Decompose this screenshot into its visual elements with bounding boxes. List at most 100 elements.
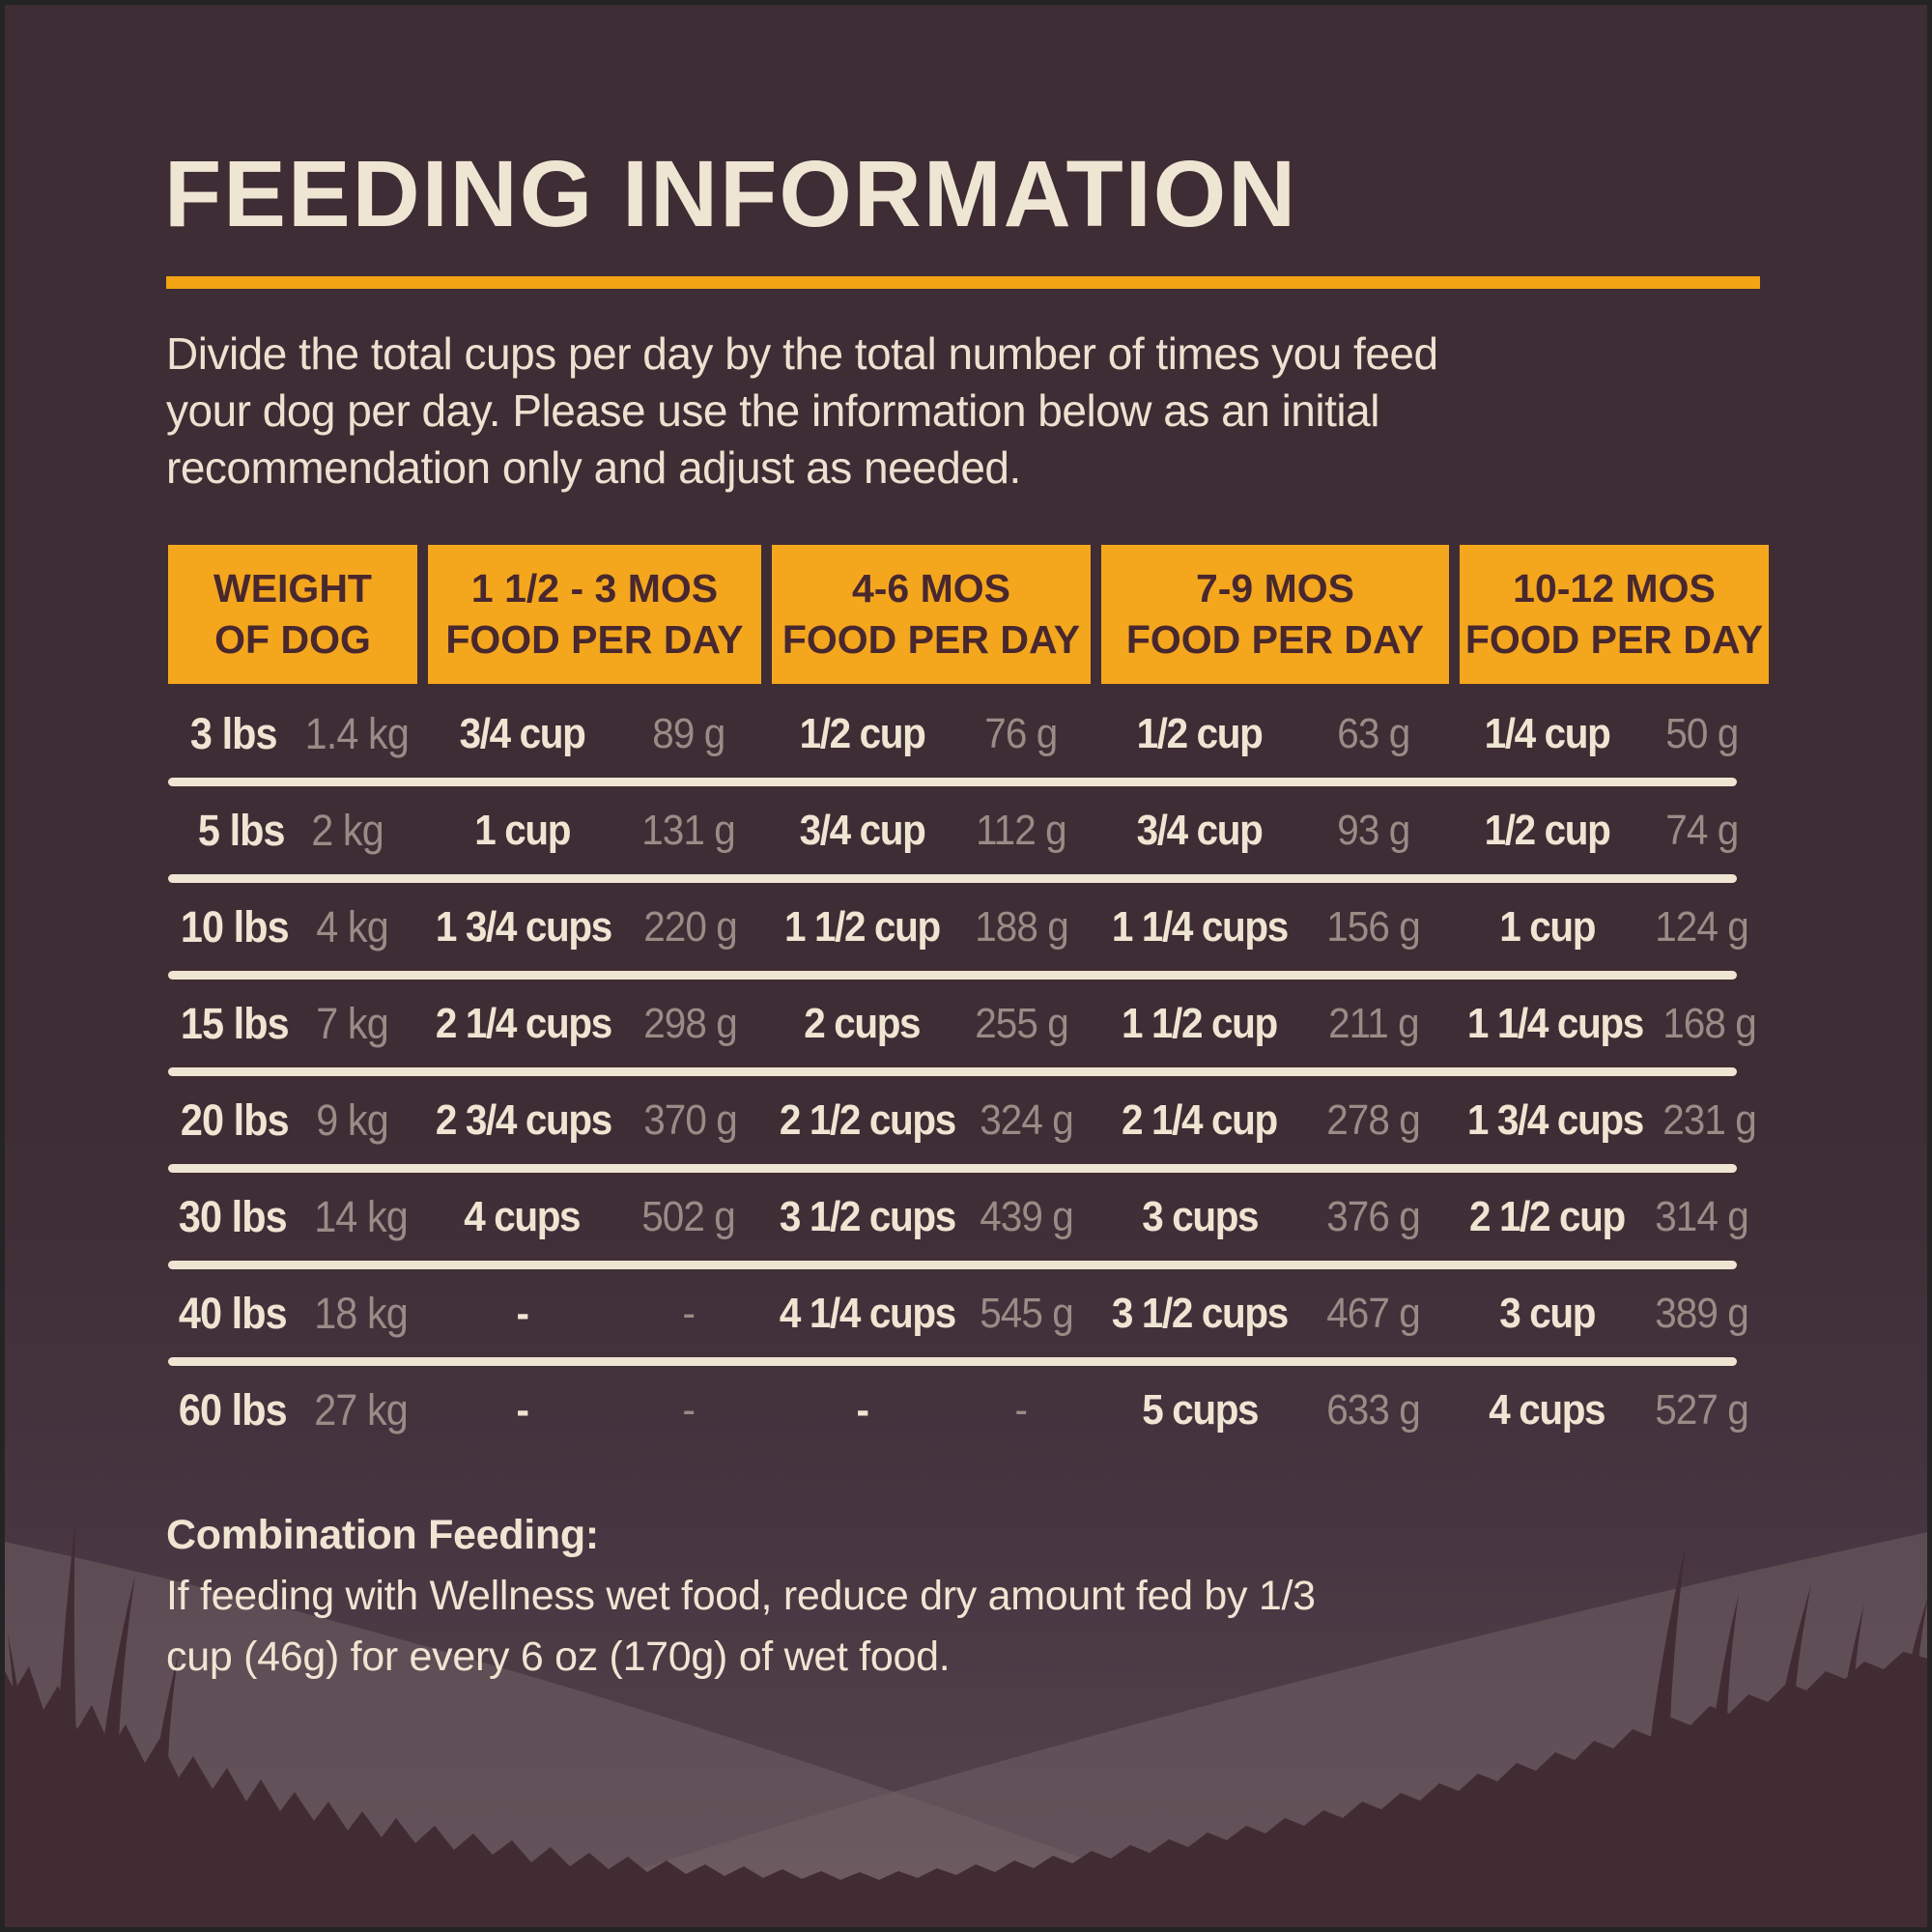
weight-lbs-value: 3 lbs [190,708,278,758]
food-cell-7-9mos: 5 cups 633 g [1101,1386,1449,1435]
food-cell-4-6mos: 1 1/2 cup 188 g [772,903,1091,952]
food-cell-4-6mos: 3 1/2 cups 439 g [772,1193,1091,1241]
header-line: OF DOG [214,617,371,662]
grams-value: 278 g [1326,1095,1421,1144]
grams-value: 314 g [1655,1192,1749,1240]
cups-value: 2 1/4 cups [435,999,612,1047]
cups-value: 5 cups [1141,1385,1259,1434]
weight-kg-value: 2 kg [311,805,384,855]
cups-value: 3 cup [1499,1289,1596,1337]
food-cell-7-9mos: 1/2 cup 63 g [1101,710,1449,758]
cups-value: 1 1/4 cups [1466,999,1644,1047]
cups-value: 1 3/4 cups [435,902,612,951]
grams-value: 370 g [643,1095,738,1144]
row-divider [168,971,1737,980]
cups-value: 4 cups [464,1192,582,1240]
food-cell-1half-3mos: - - [428,1290,761,1338]
intro-text: Divide the total cups per day by the tot… [166,326,1438,497]
grams-value: 324 g [980,1095,1075,1144]
column-header-4-6mos: 4-6 MOS FOOD PER DAY [772,545,1091,684]
row-divider [168,778,1737,786]
grams-value: 220 g [643,902,738,951]
food-cell-10-12mos: 2 1/2 cup 314 g [1460,1193,1769,1241]
grams-value: 112 g [976,806,1067,854]
table-row: 5 lbs 2 kg 1 cup 131 g 3/4 cup 112 g 3/4… [168,786,1739,874]
table-row: 20 lbs 9 kg 2 3/4 cups 370 g 2 1/2 cups … [168,1076,1757,1164]
weight-cell: 40 lbs 18 kg [168,1289,417,1339]
header-line: FOOD PER DAY [1464,617,1764,662]
footnote-text-1: If feeding with Wellness wet food, reduc… [166,1573,1316,1619]
grams-value: 527 g [1655,1385,1749,1434]
weight-cell: 5 lbs 2 kg [168,806,417,856]
grams-value: 255 g [974,999,1069,1047]
food-cell-4-6mos: 4 1/4 cups 545 g [772,1290,1091,1338]
weight-cell: 3 lbs 1.4 kg [168,709,417,759]
row-divider [168,874,1737,883]
table-row: 40 lbs 18 kg - - 4 1/4 cups 545 g 3 1/2 … [168,1269,1749,1357]
cups-value: - [516,1385,529,1434]
cups-value: - [516,1289,529,1337]
food-cell-1half-3mos: 2 1/4 cups 298 g [428,1000,761,1048]
grams-value: 376 g [1326,1192,1421,1240]
food-cell-10-12mos: 1 1/4 cups 168 g [1460,1000,1769,1048]
grams-value: 63 g [1337,709,1410,757]
table-row: 15 lbs 7 kg 2 1/4 cups 298 g 2 cups 255 … [168,980,1757,1067]
food-cell-10-12mos: 1 3/4 cups 231 g [1460,1096,1769,1145]
grams-value: 231 g [1662,1095,1758,1144]
cups-value: - [856,1385,869,1434]
cups-value: 2 1/2 cup [1469,1192,1626,1240]
food-cell-10-12mos: 1/2 cup 74 g [1460,807,1769,855]
food-cell-1half-3mos: 1 cup 131 g [428,807,761,855]
row-divider [168,1261,1737,1269]
feeding-table-body: 3 lbs 1.4 kg 3/4 cup 89 g 1/2 cup 76 g 1… [168,690,1757,1454]
weight-lbs-value: 40 lbs [178,1288,288,1338]
grams-value: 545 g [980,1289,1075,1337]
table-row: 10 lbs 4 kg 1 3/4 cups 220 g 1 1/2 cup 1… [168,883,1749,971]
table-row: 3 lbs 1.4 kg 3/4 cup 89 g 1/2 cup 76 g 1… [168,690,1739,778]
food-cell-1half-3mos: 4 cups 502 g [428,1193,761,1241]
grams-value: 633 g [1326,1385,1421,1434]
food-cell-4-6mos: 1/2 cup 76 g [772,710,1091,758]
cups-value: 4 cups [1489,1385,1605,1434]
weight-lbs-value: 15 lbs [181,998,290,1048]
header-line: 7-9 MOS [1195,566,1355,611]
grams-value: 156 g [1326,902,1421,951]
column-header-1half-3mos: 1 1/2 - 3 MOS FOOD PER DAY [428,545,761,684]
header-line: FOOD PER DAY [445,617,744,662]
cups-value: 1 cup [474,806,571,854]
food-cell-7-9mos: 2 1/4 cup 278 g [1101,1096,1449,1145]
cups-value: 3 1/2 cups [779,1192,956,1240]
food-cell-1half-3mos: 2 3/4 cups 370 g [428,1096,761,1145]
food-cell-7-9mos: 3/4 cup 93 g [1101,807,1449,855]
food-cell-4-6mos: - - [772,1386,1091,1435]
grams-value: 76 g [984,709,1059,757]
food-cell-1half-3mos: 1 3/4 cups 220 g [428,903,761,952]
weight-cell: 30 lbs 14 kg [168,1192,417,1242]
cups-value: 1 3/4 cups [1466,1095,1644,1144]
column-header-7-9mos: 7-9 MOS FOOD PER DAY [1101,545,1449,684]
weight-cell: 10 lbs 4 kg [168,902,417,952]
weight-lbs-value: 60 lbs [178,1384,288,1435]
header-line: 4-6 MOS [851,566,1011,611]
weight-cell: 15 lbs 7 kg [168,999,417,1049]
cups-value: 3 cups [1141,1192,1259,1240]
food-cell-10-12mos: 1 cup 124 g [1460,903,1769,952]
cups-value: 3/4 cup [459,709,586,757]
cups-value: 2 3/4 cups [435,1095,612,1144]
footnote-line-2: cup (46g) for every 6 oz (170g) of wet f… [166,1634,951,1680]
grams-value: 74 g [1664,806,1739,854]
grams-value: - [682,1289,696,1337]
intro-line-2: your dog per day. Please use the informa… [166,385,1379,436]
cups-value: 1 1/2 cup [1122,999,1278,1047]
food-cell-7-9mos: 1 1/2 cup 211 g [1101,1000,1449,1048]
food-cell-10-12mos: 1/4 cup 50 g [1460,710,1769,758]
food-cell-7-9mos: 1 1/4 cups 156 g [1101,903,1449,952]
food-cell-10-12mos: 4 cups 527 g [1460,1386,1769,1435]
cups-value: 4 1/4 cups [779,1289,956,1337]
cups-value: 2 cups [804,999,921,1047]
row-divider [168,1357,1737,1366]
cups-value: 1/2 cup [1136,709,1264,757]
cups-value: 2 1/4 cup [1122,1095,1278,1144]
grams-value: 188 g [974,902,1069,951]
